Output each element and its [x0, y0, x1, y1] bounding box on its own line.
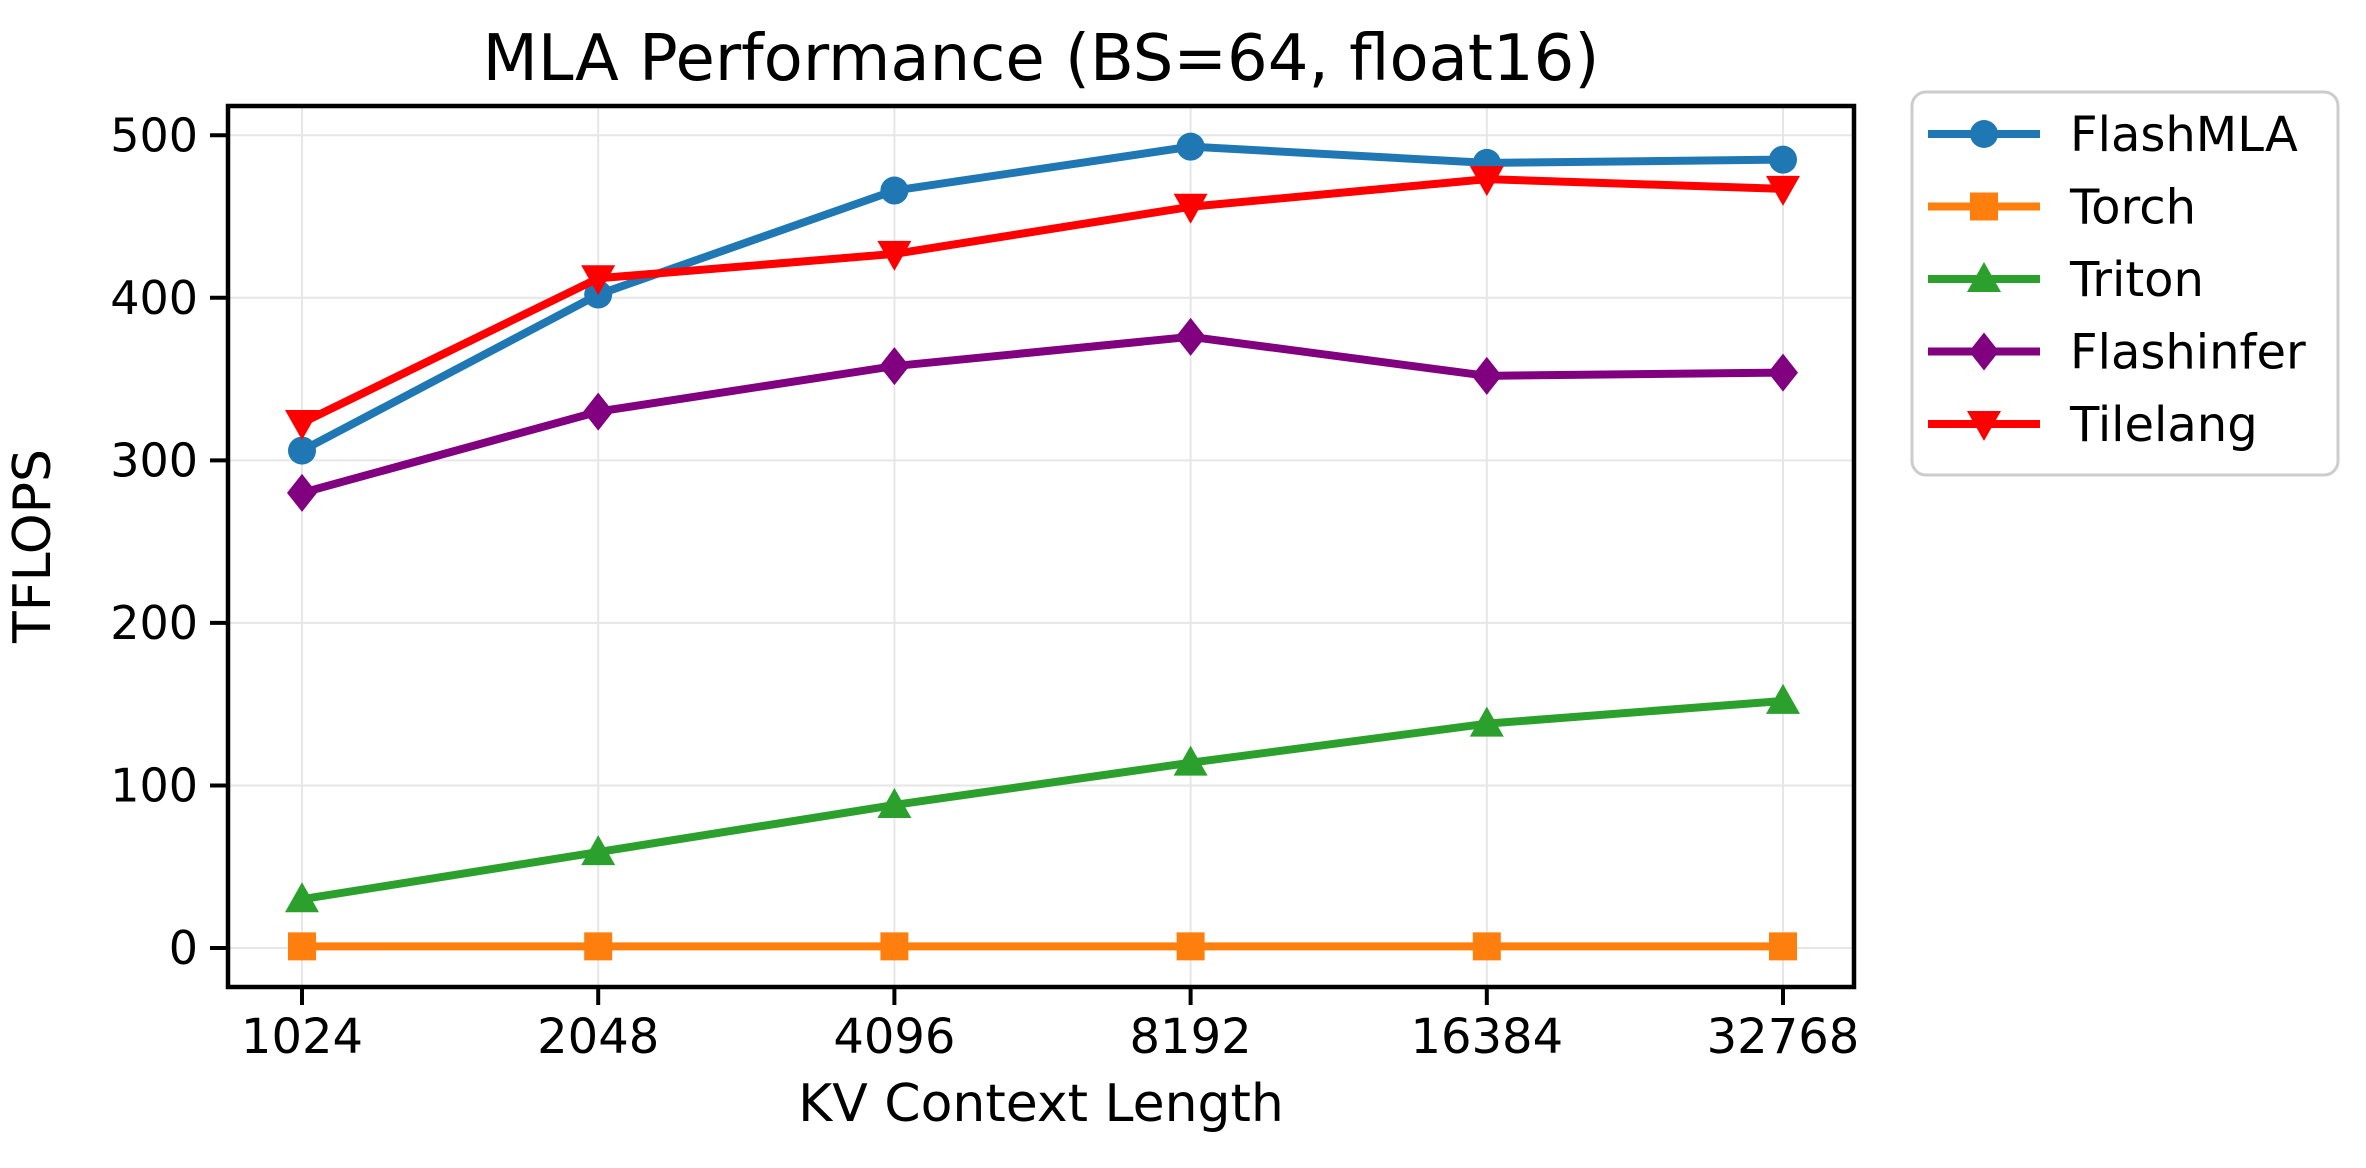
tick-label-layer: 1024 2048 4096 8192 16384 32768 0 100 200 300 400 5…: [110, 108, 1859, 1065]
y-tick-label: 400: [110, 271, 198, 325]
x-tick-label: 2048: [537, 1009, 659, 1065]
legend: FlashMLA Torch Triton Flashinfer Tilelang: [1910, 90, 2340, 477]
data-point-marker-triangle-up: [285, 882, 319, 913]
x-tick-label: 32768: [1707, 1009, 1860, 1065]
data-point-marker-circle: [1176, 132, 1205, 161]
data-point-marker-diamond: [583, 392, 614, 431]
legend-item-flashinfer: Flashinfer: [1928, 325, 2306, 381]
axes-layer: [210, 103, 1857, 1005]
data-point-marker-diamond: [879, 347, 910, 386]
series-line-tilelang: [298, 175, 1787, 427]
legend-label: FlashMLA: [2070, 107, 2298, 163]
data-point-marker-circle: [288, 436, 316, 465]
data-point-marker-circle: [1769, 145, 1797, 174]
data-point-marker-triangle-down: [1967, 411, 2001, 441]
y-tick-label: 200: [110, 596, 198, 650]
data-point-marker-diamond: [287, 473, 317, 512]
data-point-marker-square: [584, 932, 613, 961]
y-tick-label: 500: [110, 108, 198, 162]
legend-label: Flashinfer: [2070, 325, 2306, 381]
legend-item-tilelang: Tilelang: [1928, 397, 2258, 453]
y-tick-label: 100: [110, 758, 198, 812]
y-axis-label: TFLOPS: [3, 449, 63, 644]
data-point-marker-triangle-up: [877, 787, 912, 818]
y-tick-label: 300: [110, 433, 198, 487]
data-point-marker-triangle-up: [1469, 706, 1504, 737]
data-point-marker-triangle-up: [1173, 745, 1208, 776]
data-point-marker-triangle-down: [1766, 175, 1800, 206]
data-point-marker-triangle-down: [1173, 193, 1208, 224]
legend-label: Torch: [2069, 180, 2196, 236]
x-tick-label: 4096: [833, 1009, 955, 1065]
x-tick-label: 16384: [1410, 1009, 1563, 1065]
data-point-marker-square: [288, 932, 316, 961]
legend-item-flashmla: FlashMLA: [1928, 107, 2298, 163]
x-tick-label: 1024: [241, 1009, 363, 1065]
x-tick-label: 8192: [1130, 1009, 1252, 1065]
data-point-marker-diamond: [1471, 356, 1502, 395]
data-point-marker-triangle-up: [1967, 262, 2001, 292]
data-point-marker-triangle-down: [285, 409, 319, 440]
chart-title: MLA Performance (BS=64, float16): [483, 22, 1600, 96]
data-point-marker-circle: [1970, 120, 1998, 148]
data-point-marker-circle: [880, 176, 909, 205]
legend-item-torch: Torch: [1928, 180, 2196, 236]
data-point-marker-triangle-up: [581, 835, 616, 866]
series-line-triton: [298, 696, 1787, 904]
y-tick-label: 0: [169, 921, 198, 975]
data-point-marker-triangle-down: [877, 240, 912, 271]
legend-label: Triton: [2069, 252, 2204, 308]
data-point-marker-diamond: [1969, 332, 1999, 371]
plot-border: [225, 103, 1857, 990]
series-line-flashmla: [298, 142, 1787, 455]
data-point-marker-square: [1472, 932, 1501, 961]
data-point-marker-square: [1970, 192, 1998, 221]
series-line-flashinfer: [298, 332, 1787, 497]
data-point-marker-diamond: [1175, 317, 1206, 356]
data-point-marker-square: [880, 932, 909, 961]
data-point-marker-triangle-up: [1766, 683, 1800, 714]
series-layer: [285, 132, 1800, 961]
data-point-marker-triangle-down: [581, 265, 616, 296]
legend-label: Tilelang: [2069, 397, 2258, 453]
legend-box: [1910, 90, 2340, 477]
grid-layer: [228, 106, 1854, 987]
x-axis-label: KV Context Length: [798, 1074, 1284, 1134]
data-point-marker-triangle-down: [1469, 166, 1504, 197]
data-point-marker-square: [1769, 932, 1797, 961]
data-point-marker-diamond: [1768, 353, 1798, 392]
legend-item-triton: Triton: [1928, 252, 2204, 308]
data-point-marker-square: [1176, 932, 1205, 961]
